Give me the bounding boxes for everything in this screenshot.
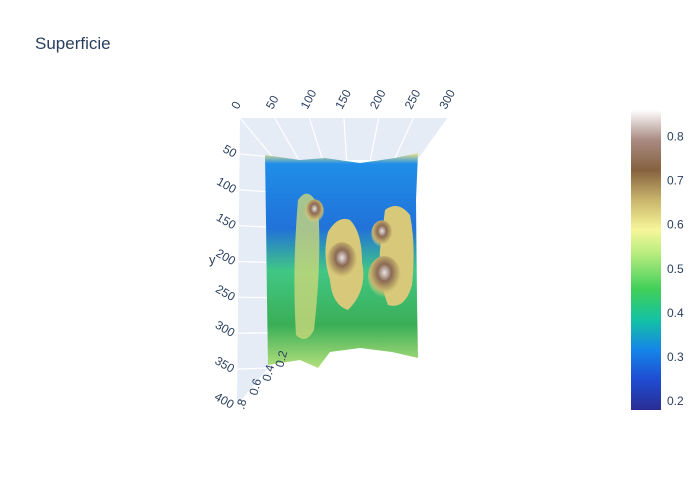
colorbar-ticks: 0.2 0.3 0.4 0.5 0.6 0.7 0.8 [667, 129, 684, 408]
x-tick-label: 0 [228, 99, 244, 112]
surface-peak [371, 220, 393, 248]
y-tick-label: 200 [214, 246, 239, 268]
colorbar [631, 110, 661, 410]
surface-ridge-left [294, 193, 320, 339]
x-tick-label: 100 [298, 87, 320, 112]
x-tick-label: 200 [367, 87, 389, 112]
z-tick-label: 0.2 [272, 349, 290, 369]
y-tick-label: 300 [213, 318, 238, 340]
scene-back-plane [240, 118, 448, 160]
z-tick-label: .8 [233, 397, 249, 411]
colorbar-tick-label: 0.3 [667, 350, 684, 364]
y-tick-label: 400 [212, 389, 237, 411]
z-axis-ticks: 0.20.40.6.8 [233, 349, 290, 411]
x-tick-label: 150 [332, 87, 354, 112]
grid-line-y [237, 332, 273, 334]
colorbar-tick-label: 0.7 [667, 174, 684, 188]
y-axis-label: y [209, 252, 216, 267]
grid-line-y [236, 402, 273, 406]
grid-line-x [369, 117, 380, 161]
y-tick-label: 350 [213, 354, 238, 376]
y-tick-label: 250 [213, 282, 238, 304]
z-tick-label: 0.4 [259, 363, 277, 383]
x-tick-label: 50 [263, 93, 282, 112]
z-tick-label: 0.6 [246, 377, 264, 397]
y-tick-label: 100 [214, 174, 239, 196]
chart-title: Superficie [35, 34, 111, 53]
grid-line-y [237, 367, 273, 370]
x-tick-label: 250 [402, 87, 424, 112]
colorbar-tick-label: 0.5 [667, 262, 684, 276]
y-axis-ticks: 50 100 150 200 250 300 350 400 [212, 142, 239, 412]
x-tick-label: 300 [436, 87, 458, 112]
x-axis-ticks: 0 50 100 150 200 250 300 [228, 87, 458, 112]
colorbar-tick-label: 0.4 [667, 306, 684, 320]
grid-line-x [343, 117, 348, 161]
peak-layer [305, 199, 401, 298]
y-tick-label: 150 [214, 210, 239, 232]
grid-line-x [274, 117, 300, 161]
surface-peak [368, 256, 401, 298]
surface-peak [326, 242, 358, 281]
grid-line-x [239, 117, 276, 161]
grid-line-x [393, 117, 414, 161]
grid-line-x [417, 117, 449, 161]
colorbar-tick-label: 0.6 [667, 218, 684, 232]
colorbar-tick-label: 0.2 [667, 394, 684, 408]
y-tick-label: 50 [221, 142, 240, 161]
surface-peak [305, 199, 324, 223]
colorbar-tick-label: 0.8 [667, 129, 684, 143]
grid-line-x [308, 117, 324, 161]
